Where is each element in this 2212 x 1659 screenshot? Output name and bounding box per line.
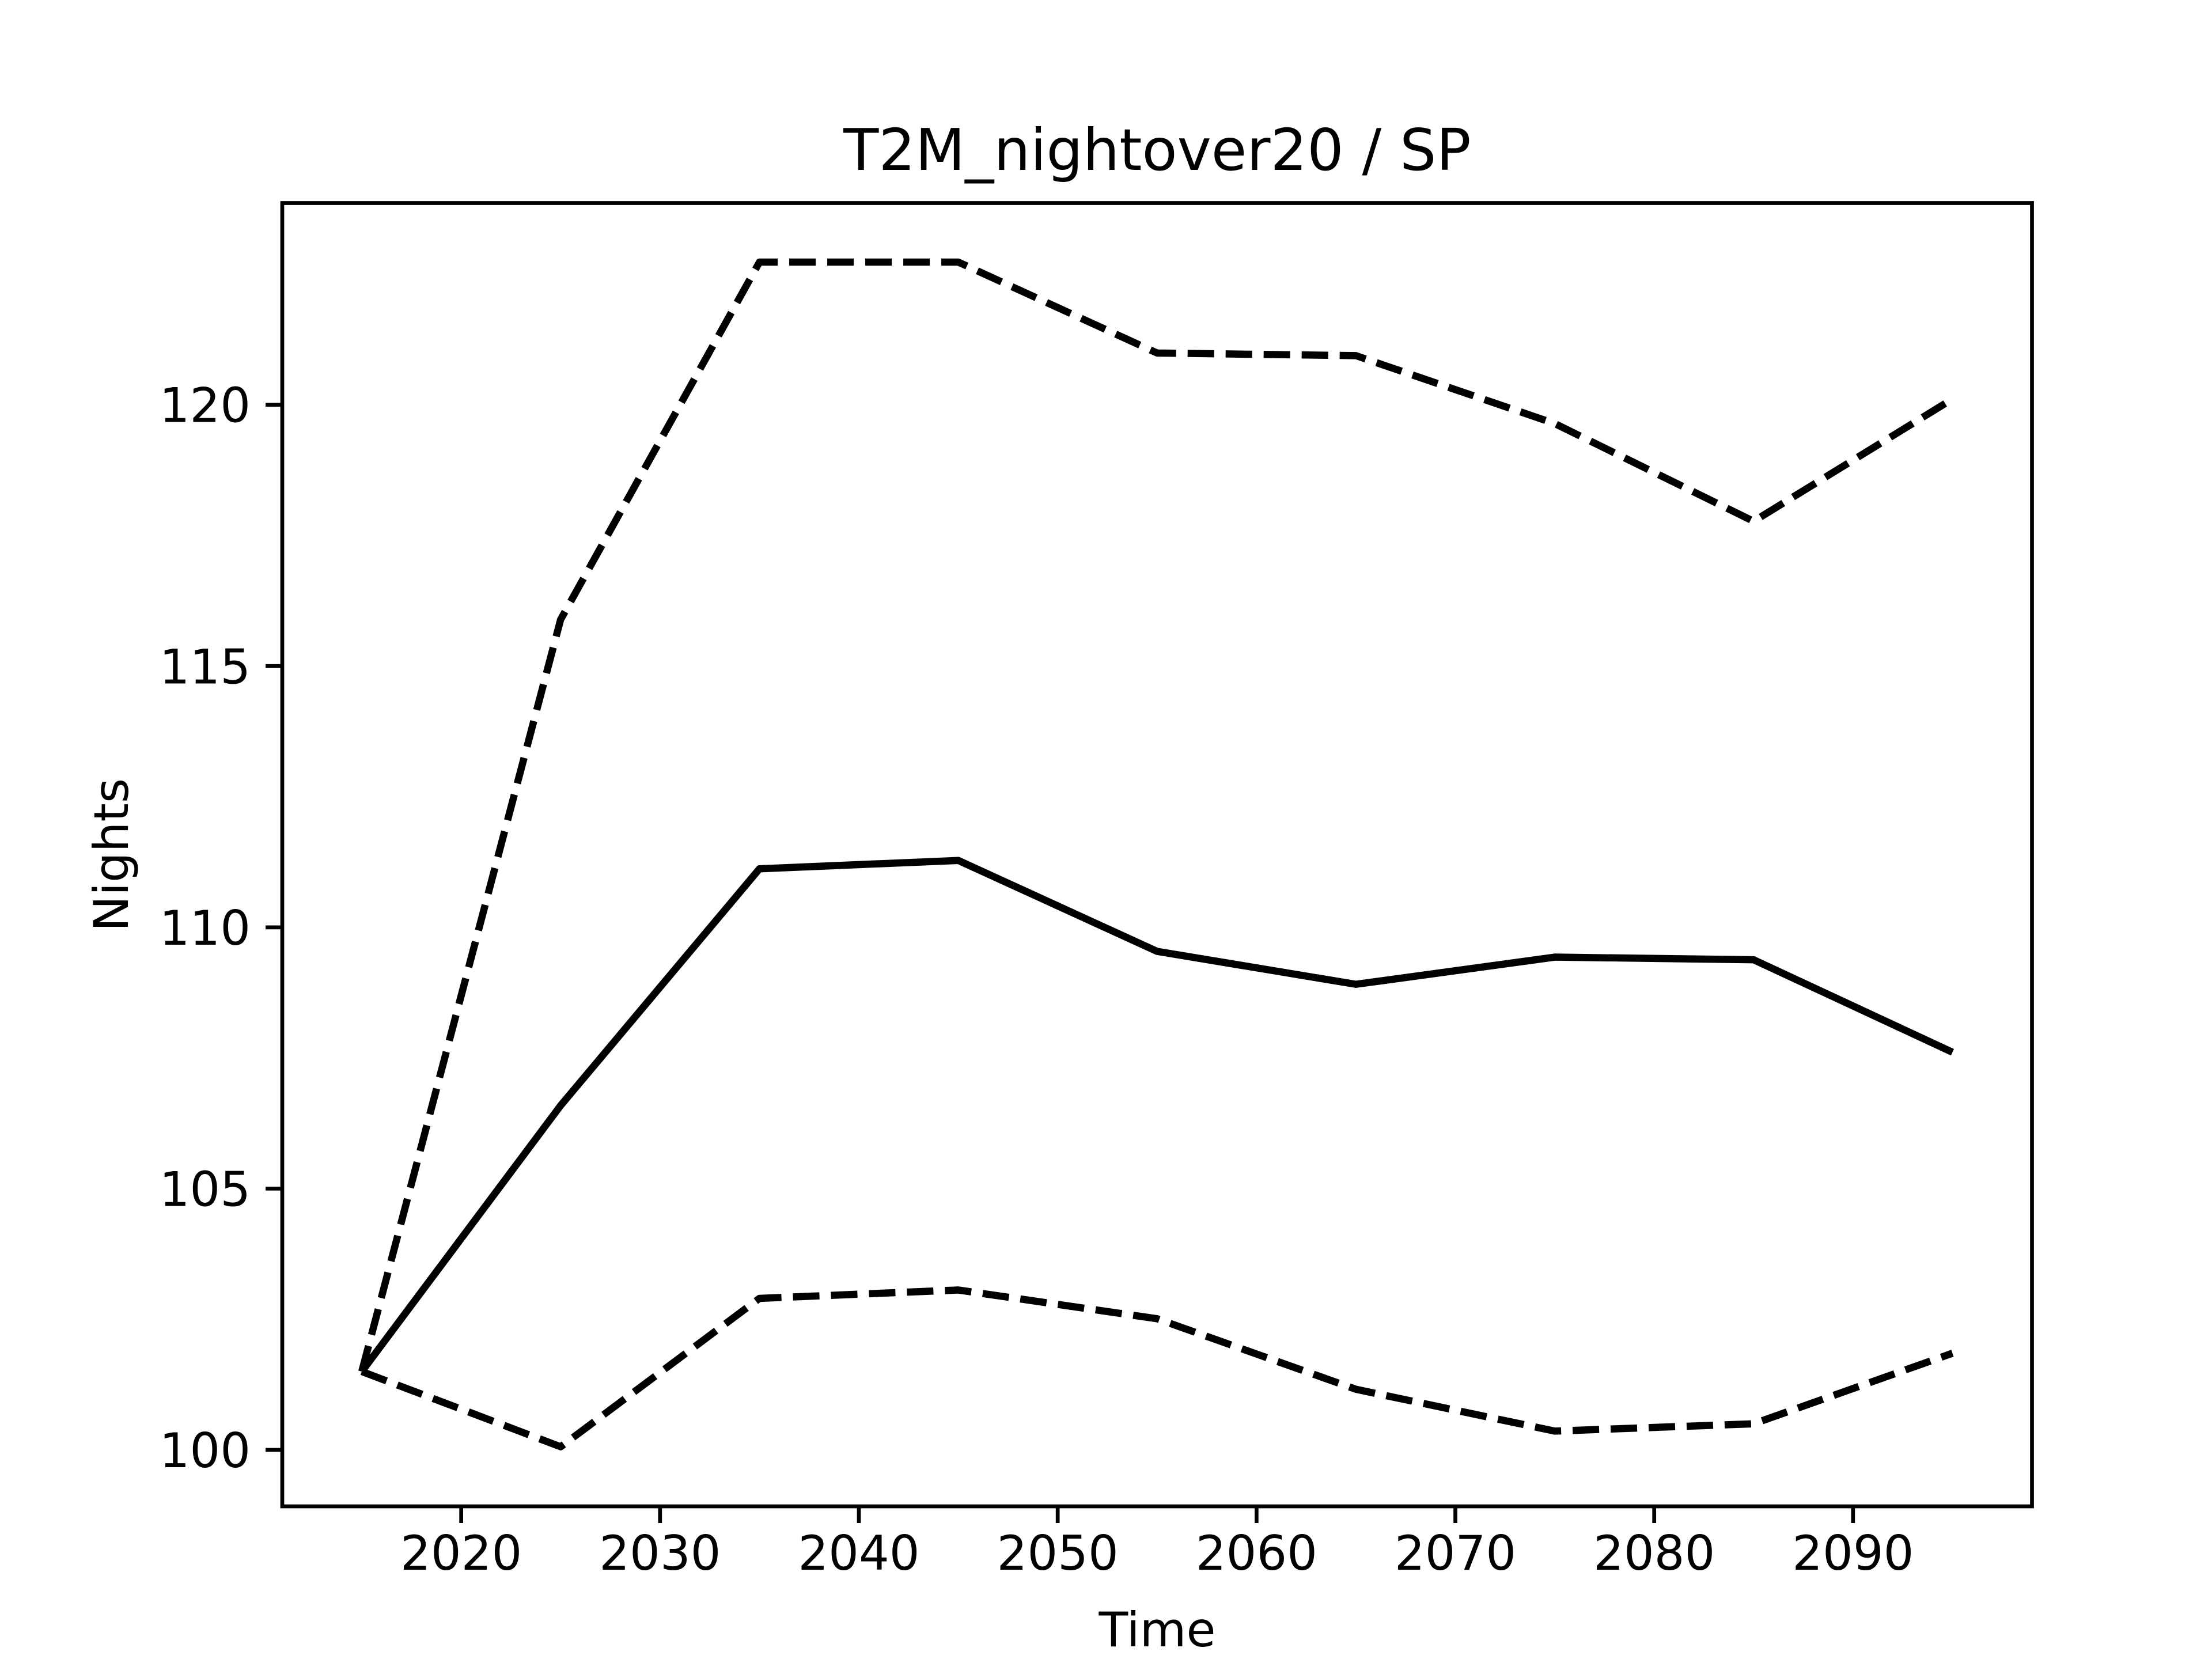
y-tick-label: 100: [160, 1423, 251, 1479]
y-tick-label: 115: [160, 639, 251, 695]
series-line: [358, 258, 1955, 1373]
x-tick-label: 2030: [599, 1525, 721, 1581]
y-axis-label: Nights: [84, 778, 139, 931]
x-tick-label: 2040: [798, 1525, 919, 1581]
x-tick-label: 2080: [1593, 1525, 1715, 1581]
y-tick-label: 105: [160, 1161, 251, 1217]
series-line: [360, 1286, 1954, 1450]
x-tick-label: 2070: [1395, 1525, 1516, 1581]
x-tick-label: 2090: [1792, 1525, 1914, 1581]
x-tick-label: 2020: [400, 1525, 522, 1581]
x-axis-label: Time: [1098, 1602, 1215, 1658]
plot-frame: [280, 201, 2034, 1509]
x-tick-label: 2050: [997, 1525, 1119, 1581]
y-tick-label: 110: [160, 900, 251, 956]
x-tick-label: 2060: [1196, 1525, 1317, 1581]
series-line: [359, 857, 1955, 1374]
y-tick-label: 120: [160, 378, 251, 434]
chart-title: T2M_nightover20 / SP: [843, 116, 1471, 184]
